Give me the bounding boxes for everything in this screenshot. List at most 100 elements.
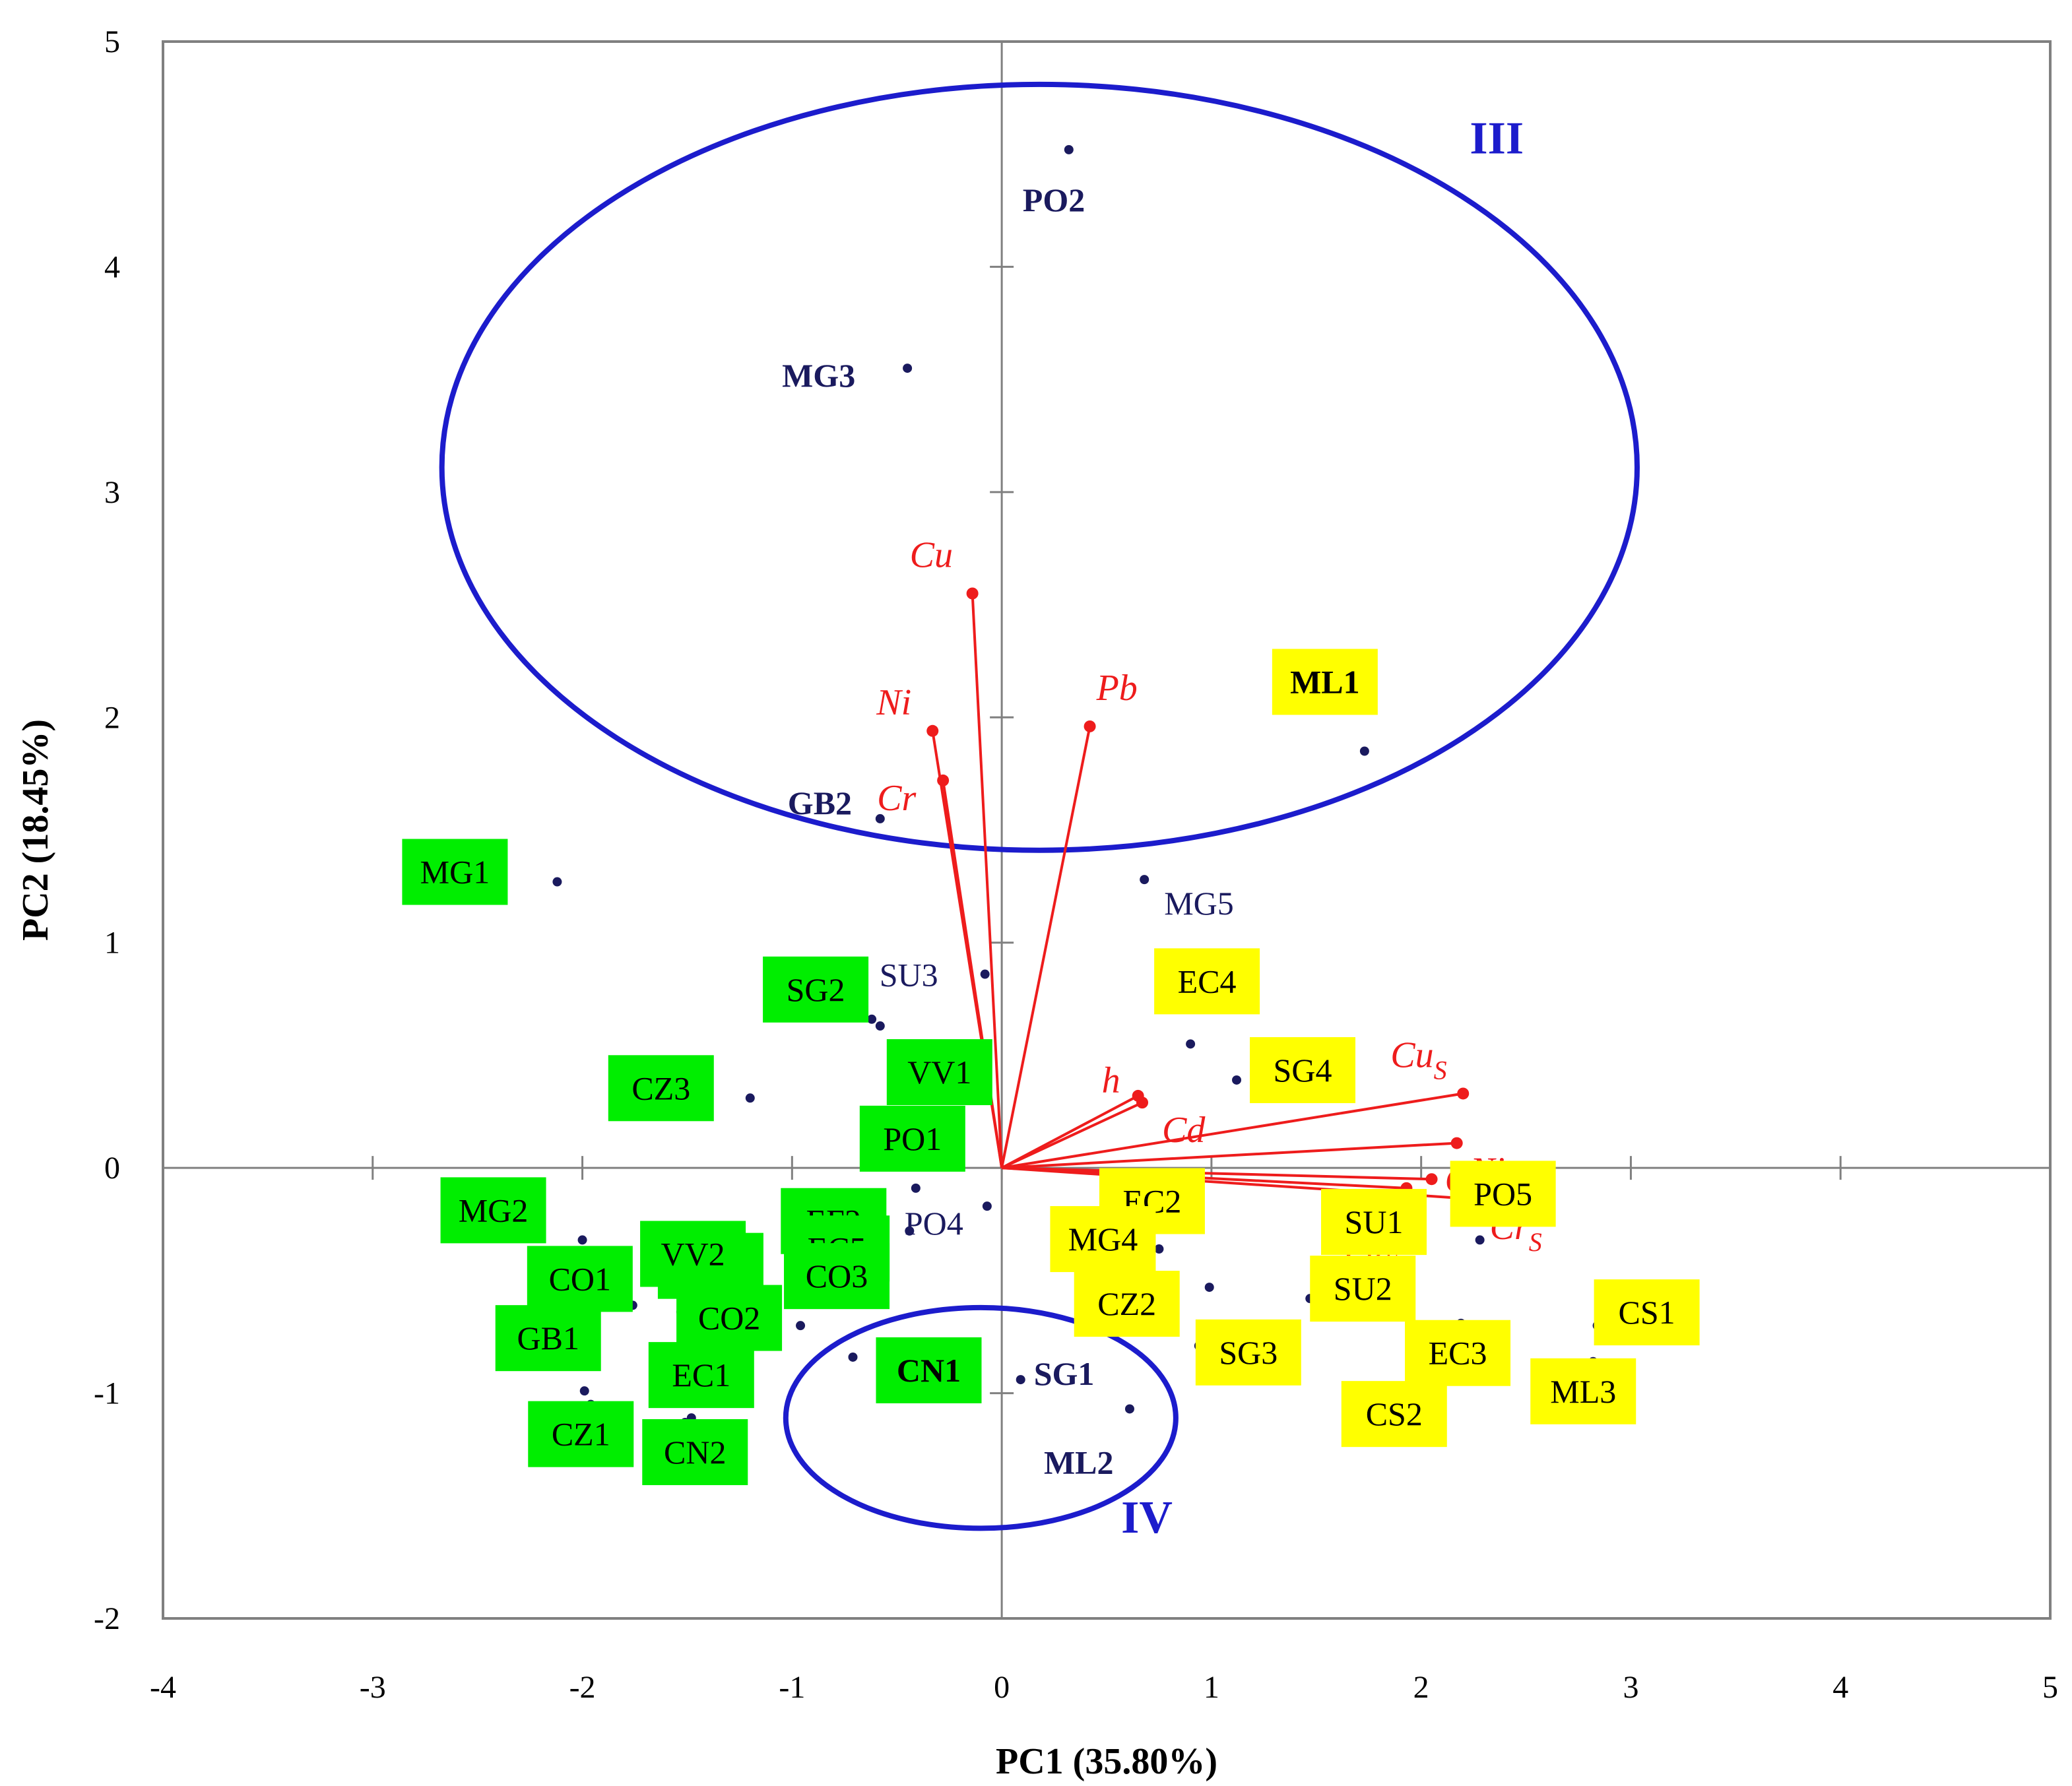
x-axis-title: PC1 (35.80%) <box>996 1741 1217 1782</box>
point-label-box <box>1341 1381 1447 1448</box>
point-label: GB1 <box>517 1320 579 1356</box>
vector-tip <box>1084 720 1096 732</box>
point-label-box <box>640 1221 746 1287</box>
point-label-box <box>763 956 869 1023</box>
point-label: ML2 <box>1044 1444 1114 1481</box>
y-tick-label: 3 <box>104 475 120 510</box>
vector-tip <box>1136 1097 1149 1109</box>
point-label-box <box>1450 1161 1556 1227</box>
vector-tip <box>1425 1173 1438 1186</box>
point-label-box <box>886 1039 992 1106</box>
point-label-box <box>876 1337 982 1403</box>
point-label: PO1 <box>883 1120 942 1157</box>
point-label: CO1 <box>549 1260 611 1297</box>
point-label: VV1 <box>907 1054 971 1091</box>
point-label-box <box>440 1177 546 1244</box>
vector-tip <box>926 724 939 737</box>
score-point <box>745 1093 755 1103</box>
vector-label: Cr <box>877 778 916 819</box>
score-point <box>1232 1075 1242 1085</box>
score-point <box>905 1226 915 1236</box>
score-point <box>1124 1404 1134 1414</box>
score-point <box>552 877 562 887</box>
y-tick-label: 2 <box>104 700 120 735</box>
y-tick-label: 5 <box>104 24 120 59</box>
point-label-box <box>1050 1206 1156 1273</box>
point-label: VV2 <box>661 1235 725 1272</box>
vector-tip <box>1450 1137 1463 1149</box>
group-IV-label: IV <box>1121 1492 1173 1543</box>
x-tick-label: 2 <box>1413 1670 1429 1705</box>
score-point <box>1016 1375 1025 1385</box>
point-label: GB2 <box>788 784 852 821</box>
vector-tip <box>966 587 979 600</box>
y-axis-title: PC2 (18.45%) <box>15 719 56 941</box>
vector-line <box>1001 1092 1464 1170</box>
x-tick-label: -2 <box>569 1670 596 1705</box>
vector-label-name: Pb <box>1096 668 1138 709</box>
group-III-ellipse <box>439 81 1640 853</box>
x-tick-label: -4 <box>150 1670 176 1705</box>
score-point <box>1064 144 1074 154</box>
plot-area <box>162 40 2052 1620</box>
score-point <box>982 1201 992 1211</box>
vector-label: CuS <box>1390 1035 1446 1085</box>
y-tick-label: -1 <box>94 1376 120 1411</box>
point-label-box <box>859 1105 965 1172</box>
tick-labels: -4 -3 -2 -1 0 1 2 3 4 5 -2 -1 0 1 2 3 4 5 <box>94 24 2058 1705</box>
score-point <box>911 1183 921 1193</box>
vector-label-name: Cu <box>910 535 953 576</box>
point-label-box <box>1405 1320 1511 1386</box>
point-label-box <box>1250 1037 1356 1103</box>
point-label-box <box>528 1401 634 1467</box>
vector-label: h <box>1102 1060 1120 1101</box>
point-label: SU1 <box>1345 1203 1404 1240</box>
point-label: CO2 <box>698 1300 760 1337</box>
score-point <box>579 1386 589 1396</box>
group-ellipses: III IV <box>439 81 1640 1543</box>
score-point <box>1154 1244 1164 1254</box>
vector-label-name: Cu <box>1390 1035 1433 1075</box>
vector-label-name: h <box>1102 1060 1120 1101</box>
vector-label-name: Cr <box>877 778 916 819</box>
point-label: CN1 <box>897 1352 961 1389</box>
point-label-box <box>676 1285 783 1351</box>
score-point <box>1204 1283 1214 1292</box>
point-label: PO2 <box>1023 181 1085 218</box>
point-label: ML3 <box>1550 1373 1616 1410</box>
score-point <box>796 1321 806 1331</box>
point-label-box <box>1594 1279 1700 1346</box>
vector-label: Cu <box>910 535 953 576</box>
vector-label-subscript: S <box>1434 1055 1447 1085</box>
vector-line <box>1000 726 1091 1168</box>
x-tick-label: 3 <box>1623 1670 1638 1705</box>
vector-line <box>1001 1101 1143 1169</box>
point-label: CN2 <box>664 1434 726 1471</box>
y-tick-label: -2 <box>94 1601 120 1636</box>
point-label-box <box>1074 1271 1180 1337</box>
x-tick-label: -1 <box>779 1670 805 1705</box>
y-tick-label: 4 <box>104 249 120 284</box>
x-tick-label: 0 <box>994 1670 1010 1705</box>
score-point <box>867 1014 877 1024</box>
point-label: MG5 <box>1164 885 1234 922</box>
point-label: SU3 <box>880 957 938 994</box>
point-label: CS2 <box>1366 1395 1423 1432</box>
vector-label-name: Cd <box>1162 1110 1206 1151</box>
point-label: MG2 <box>459 1192 529 1228</box>
score-point <box>875 813 885 823</box>
score-point <box>875 1021 885 1031</box>
x-tick-label: 1 <box>1204 1670 1219 1705</box>
point-label: PO5 <box>1473 1175 1532 1212</box>
group-III-label: III <box>1470 113 1524 164</box>
score-point <box>980 969 990 979</box>
point-label: EC4 <box>1178 963 1237 1000</box>
group-IV-ellipse <box>783 1304 1179 1531</box>
score-point <box>1186 1039 1196 1049</box>
point-label-box <box>1321 1189 1427 1256</box>
point-label-box <box>642 1419 748 1485</box>
point-label: SG4 <box>1274 1052 1332 1089</box>
vector-label: Cd <box>1162 1110 1206 1151</box>
point-label: SU2 <box>1334 1270 1392 1307</box>
